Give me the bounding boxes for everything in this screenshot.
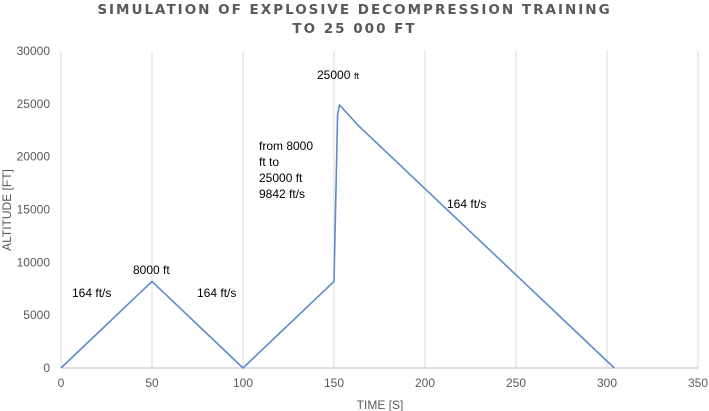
x-axis-label: TIME [S] [357,398,404,411]
annotation-decompression-line-4: 9842 ft/s [259,187,305,201]
y-tick-label-20000: 20000 [17,150,51,164]
x-tick-label-50: 50 [145,376,159,390]
gridlines [151,51,699,368]
x-tick-label-300: 300 [597,376,617,390]
series-layer [60,104,615,369]
x-tick-label-200: 200 [415,376,435,390]
series-line-0 [60,104,615,369]
x-tick-label-150: 150 [324,376,344,390]
y-axis-label: ALTITUDE [FT] [0,169,14,251]
annotation-peak-25000-unit: ft [354,71,360,81]
y-tick-label-5000: 5000 [23,308,50,322]
x-tick-label-100: 100 [233,376,253,390]
axes [60,51,698,369]
y-tick-label-0: 0 [43,361,50,375]
chart-title-line-1: SIMULATION OF EXPLOSIVE DECOMPRESSION TR… [97,2,612,18]
y-tick-label-10000: 10000 [17,255,51,269]
y-tick-label-15000: 15000 [17,203,51,217]
annotation-rate-descent-2: 164 ft/s [447,197,486,211]
y-tick-label-25000: 25000 [17,97,51,111]
chart-title-line-2: TO 25 000 FT [292,21,417,37]
annotation-rate-ascent-1: 164 ft/s [72,286,111,300]
x-tick-label-350: 350 [688,376,708,390]
y-tick-label-30000: 30000 [17,44,51,58]
annotation-decompression-line-1: from 8000 [259,139,313,153]
annotation-decompression-line-3: 25000 ft [259,171,303,185]
annotation-rate-descent-1: 164 ft/s [197,286,236,300]
annotations: 164 ft/s 8000 ft 164 ft/s from 8000 ft t… [72,68,486,300]
annotation-decompression-line-2: ft to [259,155,279,169]
annotation-peak-25000-value: 25000 [317,68,351,82]
x-tick-label-0: 0 [58,376,65,390]
annotation-peak-8000: 8000 ft [133,263,170,277]
tick-labels: 0 50 100 150 200 250 300 350 0 5000 10000 15000 2000… [17,44,709,390]
x-tick-label-250: 250 [506,376,526,390]
